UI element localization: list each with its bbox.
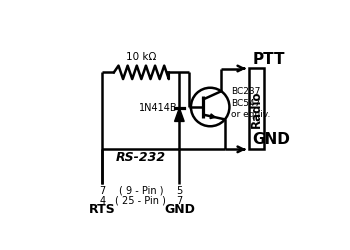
Polygon shape (210, 114, 215, 118)
Text: ( 9 - Pin ): ( 9 - Pin ) (119, 186, 163, 196)
Polygon shape (175, 108, 184, 122)
Text: RTS: RTS (89, 203, 116, 216)
Text: ( 25 - Pin ): ( 25 - Pin ) (116, 196, 166, 205)
Text: 7: 7 (176, 196, 182, 205)
Text: 1N414B: 1N414B (139, 103, 177, 113)
Text: GND: GND (253, 132, 290, 148)
Text: Radio: Radio (250, 90, 263, 128)
Text: 10 kΩ: 10 kΩ (126, 52, 156, 62)
Text: GND: GND (164, 203, 195, 216)
Text: 4: 4 (99, 196, 105, 205)
Text: RS-232: RS-232 (116, 151, 166, 164)
Bar (249, 68, 264, 149)
Text: 7: 7 (99, 186, 105, 196)
Text: PTT: PTT (253, 52, 285, 66)
Text: 5: 5 (176, 186, 182, 196)
Text: BC237
BC547
or equiv.: BC237 BC547 or equiv. (231, 87, 271, 120)
